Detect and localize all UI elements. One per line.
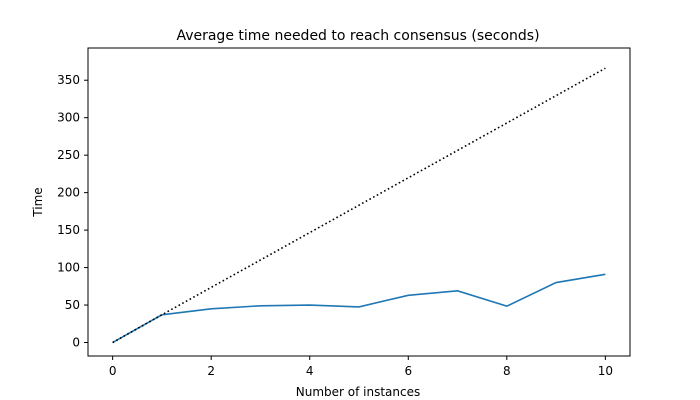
- y-tick-label: 250: [57, 148, 80, 162]
- x-tick-label: 10: [598, 364, 613, 378]
- x-tick-label: 0: [109, 364, 117, 378]
- y-tick-label: 100: [57, 261, 80, 275]
- y-axis-label: Time: [31, 187, 45, 217]
- y-tick-label: 200: [57, 186, 80, 200]
- x-tick-label: 6: [404, 364, 412, 378]
- series-line-solid: [112, 273, 606, 344]
- series-line-dotted: [112, 67, 606, 344]
- x-tick-label: 8: [503, 364, 511, 378]
- y-axis-ticks: 0 50 100 150 200 250 300 350: [57, 73, 88, 350]
- x-tick-label: 2: [207, 364, 215, 378]
- plot-area: [112, 67, 606, 344]
- y-tick-label: 300: [57, 111, 80, 125]
- y-tick-label: 150: [57, 223, 80, 237]
- y-tick-label: 0: [72, 336, 80, 350]
- x-axis-label: Number of instances: [296, 385, 421, 399]
- plot-frame: [87, 47, 631, 357]
- chart-title: Average time needed to reach consensus (…: [176, 28, 539, 44]
- x-axis-ticks: 0 2 4 6 8 10: [109, 356, 613, 378]
- y-tick-label: 350: [57, 73, 80, 87]
- x-tick-label: 4: [306, 364, 314, 378]
- y-tick-label: 50: [65, 298, 80, 312]
